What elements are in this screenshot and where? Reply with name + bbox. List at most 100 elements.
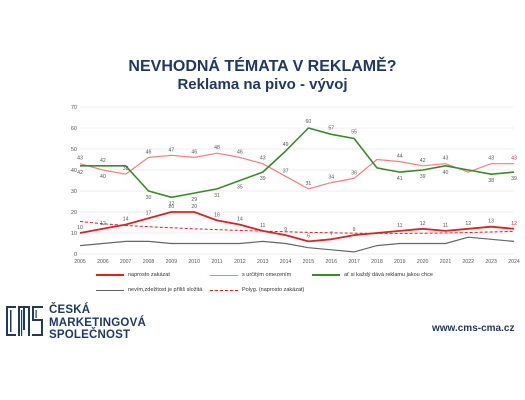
data-label: 31 — [214, 193, 220, 199]
data-label: 43 — [488, 156, 494, 162]
data-label: 57 — [328, 125, 334, 131]
x-tick-label: 2017 — [348, 259, 360, 265]
data-label: 60 — [306, 119, 312, 125]
series-line — [79, 220, 515, 234]
legend-swatch — [312, 274, 340, 276]
data-label: 20 — [168, 204, 174, 210]
data-label: 17 — [146, 210, 152, 216]
data-label: 47 — [168, 147, 174, 153]
data-label: 37 — [283, 168, 289, 174]
data-labels: 10 12 14 17 20 20 16 14 11 9 6 7 9 11 12 11 12 13 12 43 38 46… — [77, 119, 517, 239]
chart-title: NEVHODNÁ TÉMATA V REKLAMĚ? — [128, 58, 397, 75]
x-tick-label: 2007 — [120, 259, 132, 265]
data-label: 14 — [237, 217, 243, 223]
data-label: 27 — [168, 201, 174, 207]
data-label: 44 — [397, 154, 403, 160]
legend-swatch — [96, 289, 124, 291]
legend-item-nevim: nevím,zdežitost je příliš složitá — [96, 287, 202, 293]
data-label: 12 — [100, 221, 106, 227]
data-label: 12 — [420, 221, 426, 227]
legend-item-s-urcitym-omezenim: s určitým omezením — [210, 272, 291, 278]
x-axis-ticks: 2005 2006 2007 2008 2009 2010 2011 2012 2013 2014… — [74, 259, 520, 265]
y-tick-label: 40 — [71, 168, 77, 174]
data-label: 30 — [146, 195, 152, 201]
data-label: 38 — [123, 166, 129, 172]
x-tick-label: 2024 — [508, 259, 520, 265]
legend-label: ať si každý dává reklamu jakou chce — [344, 272, 433, 278]
logo-text: ČESKÁ MARKETINGOVÁ SPOLEČNOST — [49, 304, 146, 342]
data-label: 43 — [443, 156, 449, 162]
data-label: 49 — [283, 142, 289, 148]
data-label: 9 — [284, 227, 287, 233]
cms-logo: ČESKÁ MARKETINGOVÁ SPOLEČNOST — [6, 304, 146, 342]
data-label: 13 — [488, 219, 494, 225]
data-label: 43 — [77, 156, 83, 162]
legend-swatch — [96, 274, 124, 276]
data-label: 10 — [77, 225, 83, 231]
x-tick-label: 2022 — [463, 259, 475, 265]
x-tick-label: 2013 — [257, 259, 269, 265]
legend-item-polyg: Polyg. (naprosto zakázat) — [210, 287, 304, 293]
data-label: 55 — [351, 130, 357, 136]
data-label: 6 — [307, 233, 310, 239]
data-label: 12 — [465, 221, 471, 227]
data-label: 29 — [191, 197, 197, 203]
y-axis-ticks: 0 10 20 30 40 50 60 70 — [71, 105, 77, 258]
x-tick-label: 2023 — [485, 259, 497, 265]
legend-item-at-si-kazdy: ať si každý dává reklamu jakou chce — [312, 272, 433, 278]
data-label: 48 — [214, 145, 220, 151]
chart-subtitle: Reklama na pivo - vývoj — [177, 76, 348, 93]
data-label: 36 — [351, 170, 357, 176]
series-line — [79, 211, 515, 243]
x-tick-label: 2008 — [143, 259, 155, 265]
y-tick-label: 20 — [71, 210, 77, 216]
data-label: 46 — [146, 149, 152, 155]
logo-line-3: SPOLEČNOST — [49, 329, 131, 341]
legend-label: naprosto zakázat — [128, 272, 170, 278]
series-lines — [79, 127, 515, 253]
data-label: 35 — [237, 185, 243, 191]
x-tick-label: 2012 — [234, 259, 246, 265]
y-tick-label: 0 — [74, 252, 77, 258]
data-label: 39 — [420, 174, 426, 180]
data-label: 43 — [511, 156, 517, 162]
legend-label: nevím,zdežitost je příliš složitá — [128, 287, 203, 293]
data-label: 20 — [191, 204, 197, 210]
legend-label: s určitým omezením — [242, 272, 292, 278]
legend-swatch — [210, 274, 238, 276]
data-label: 12 — [511, 221, 517, 227]
series-line — [80, 127, 515, 199]
y-tick-label: 60 — [71, 126, 77, 132]
data-label: 41 — [397, 176, 403, 182]
x-tick-label: 2005 — [74, 259, 86, 265]
x-tick-label: 2019 — [394, 259, 406, 265]
legend-label: Polyg. (naprosto zakázat) — [242, 287, 305, 293]
website-link[interactable]: www.cms-cma.cz — [432, 323, 515, 334]
legend-swatch — [210, 289, 238, 291]
y-tick-label: 30 — [71, 189, 77, 195]
y-tick-label: 70 — [71, 105, 77, 111]
data-label: 11 — [260, 223, 265, 229]
x-tick-label: 2011 — [211, 259, 222, 265]
data-label: 42 — [420, 158, 426, 164]
x-tick-label: 2015 — [303, 259, 315, 265]
data-label: 40 — [443, 170, 449, 176]
x-tick-label: 2020 — [417, 259, 429, 265]
data-label: 42 — [77, 170, 83, 176]
series-line — [79, 236, 515, 253]
y-tick-label: 10 — [71, 231, 77, 237]
logo-line-2: MARKETINGOVÁ — [49, 316, 146, 329]
cms-logo-mark-icon — [6, 306, 43, 336]
data-label: 43 — [260, 156, 266, 162]
data-label: 14 — [123, 217, 129, 223]
data-label: 46 — [237, 149, 243, 155]
legend-item-naprosto-zakazat: naprosto zakázat — [96, 272, 170, 278]
data-label: 42 — [100, 158, 106, 164]
data-label: 9 — [353, 227, 356, 233]
data-label: 11 — [397, 223, 402, 229]
data-label: 16 — [214, 212, 220, 218]
data-label: 34 — [328, 175, 334, 181]
x-tick-label: 2006 — [97, 259, 109, 265]
data-label: 38 — [488, 178, 494, 184]
